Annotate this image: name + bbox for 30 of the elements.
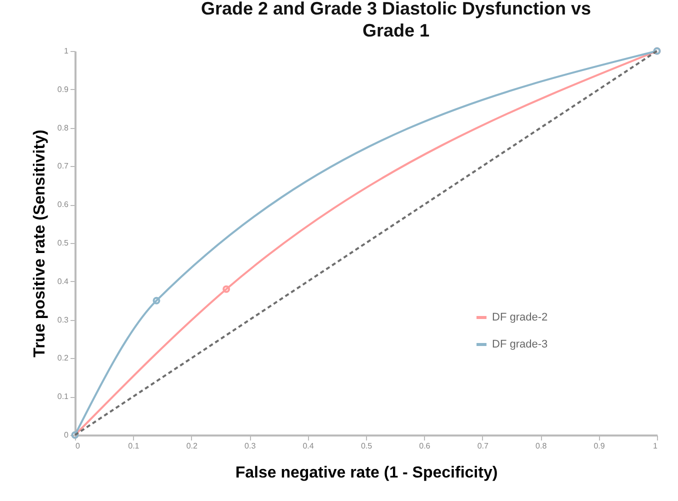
text: Grade 1 xyxy=(362,20,430,40)
text: Grade 2 and Grade 3 Diastolic Dysfunction vs xyxy=(200,0,592,18)
y-tick-label: 0.1 xyxy=(57,392,70,402)
point xyxy=(222,285,230,293)
x-tick-label: 0.9 xyxy=(594,442,606,450)
x-tick-label: 0.5 xyxy=(360,442,373,450)
y-axis-title: True positive rate (Sensitivity) xyxy=(31,130,48,358)
legend-label: DF grade-3 xyxy=(492,338,548,350)
x-tick-label: 0.2 xyxy=(186,442,198,450)
x-tick-label: 0.3 xyxy=(244,442,256,450)
y-tick-label: 0.7 xyxy=(57,162,70,171)
x-tick-label: 0.7 xyxy=(477,442,490,450)
x-tick-label: 0.6 xyxy=(419,442,431,450)
y-tick-label: 0.2 xyxy=(57,354,70,363)
y-tick-label: 0.8 xyxy=(57,123,70,132)
x-tick-label: 0.1 xyxy=(128,442,140,450)
x-axis-title: False negative rate (1 - Specificity) xyxy=(235,464,498,482)
point xyxy=(152,296,160,304)
legend-label: DF grade-2 xyxy=(492,312,548,324)
y-tick-label: 0.4 xyxy=(57,276,70,286)
x-tick-label: 0 xyxy=(76,442,80,450)
y-tick-label: 0 xyxy=(64,430,70,440)
x-tick-label: 0.4 xyxy=(302,442,314,450)
y-tick-label: 0.9 xyxy=(57,84,70,94)
y-tick-label: 0.6 xyxy=(57,200,70,210)
y-tick-label: 0.5 xyxy=(57,238,70,248)
x-tick-label: 0.8 xyxy=(536,442,548,450)
x-tick-label: 1 xyxy=(653,442,658,450)
y-tick-label: 1 xyxy=(64,46,70,56)
y-tick-label: 0.3 xyxy=(57,315,70,324)
